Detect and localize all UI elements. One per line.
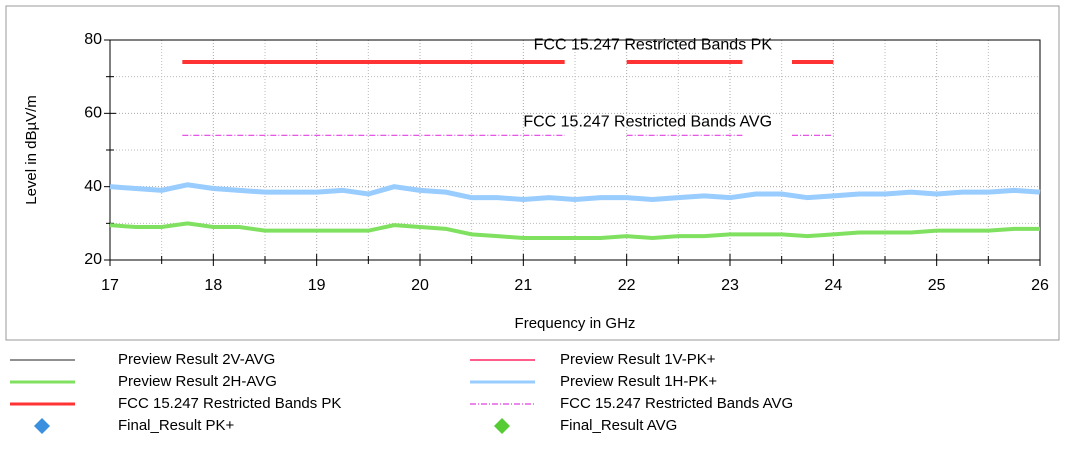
legend-label: Preview Result 1H-PK+ (560, 373, 717, 390)
legend-marker (494, 418, 510, 434)
x-tick-label: 25 (928, 277, 946, 294)
x-tick-label: 18 (204, 277, 222, 294)
x-tick-label: 20 (411, 277, 429, 294)
x-tick-label: 23 (721, 277, 739, 294)
legend-marker (34, 418, 50, 434)
series-line (109, 221, 1040, 241)
plot-frame (5, 5, 1060, 341)
x-tick-label: 19 (308, 277, 326, 294)
x-tick-label: 21 (514, 277, 532, 294)
y-tick-label: 80 (84, 31, 102, 48)
series-line (109, 182, 1041, 203)
x-axis-label: Frequency in GHz (515, 315, 636, 332)
x-tick-label: 26 (1031, 277, 1049, 294)
legend-label: Preview Result 2H-AVG (118, 373, 277, 390)
x-tick-label: 22 (618, 277, 636, 294)
legend-label: FCC 15.247 Restricted Bands PK (118, 395, 341, 412)
annotation: FCC 15.247 Restricted Bands AVG (523, 114, 772, 131)
y-tick-label: 60 (84, 105, 102, 122)
annotation: FCC 15.247 Restricted Bands PK (534, 37, 773, 54)
plot-area (109, 39, 1041, 261)
legend-label: Preview Result 2V-AVG (118, 351, 275, 368)
y-tick-label: 20 (84, 251, 102, 268)
legend-label: Final_Result PK+ (118, 417, 235, 434)
legend-label: Final_Result AVG (560, 417, 677, 434)
legend-label: FCC 15.247 Restricted Bands AVG (560, 395, 793, 412)
x-tick-label: 17 (101, 277, 119, 294)
x-tick-label: 24 (824, 277, 842, 294)
legend-label: Preview Result 1V-PK+ (560, 351, 716, 368)
y-axis-label: Level in dBµV/m (23, 95, 40, 205)
y-tick-label: 40 (84, 178, 102, 195)
